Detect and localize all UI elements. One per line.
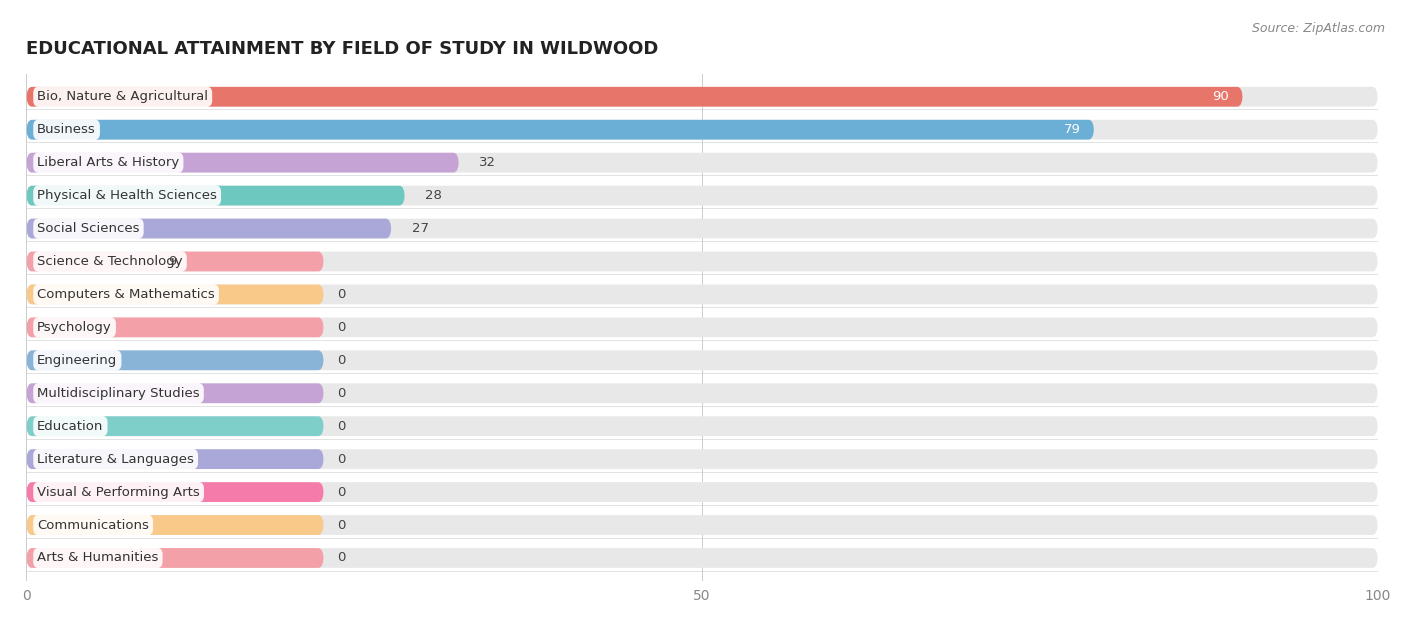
Text: 0: 0 [337,452,346,466]
Text: 0: 0 [337,288,346,301]
FancyBboxPatch shape [27,350,323,370]
FancyBboxPatch shape [27,384,1378,403]
Text: 0: 0 [337,321,346,334]
FancyBboxPatch shape [27,252,323,271]
Text: EDUCATIONAL ATTAINMENT BY FIELD OF STUDY IN WILDWOOD: EDUCATIONAL ATTAINMENT BY FIELD OF STUDY… [27,40,659,58]
Text: 0: 0 [337,486,346,498]
Text: Communications: Communications [37,519,149,531]
Text: Bio, Nature & Agricultural: Bio, Nature & Agricultural [37,90,208,103]
FancyBboxPatch shape [27,416,323,436]
Text: 32: 32 [479,156,496,169]
FancyBboxPatch shape [27,120,1378,139]
Text: Physical & Health Sciences: Physical & Health Sciences [37,189,217,202]
FancyBboxPatch shape [27,153,458,172]
Text: 0: 0 [337,387,346,400]
FancyBboxPatch shape [27,515,323,535]
Text: Business: Business [37,123,96,136]
Text: Visual & Performing Arts: Visual & Performing Arts [37,486,200,498]
FancyBboxPatch shape [27,482,1378,502]
FancyBboxPatch shape [27,285,1378,304]
Text: Education: Education [37,420,104,433]
FancyBboxPatch shape [27,219,1378,239]
FancyBboxPatch shape [27,384,323,403]
Text: 28: 28 [425,189,441,202]
Text: 0: 0 [337,519,346,531]
FancyBboxPatch shape [27,87,1243,107]
FancyBboxPatch shape [27,317,323,337]
Text: Computers & Mathematics: Computers & Mathematics [37,288,215,301]
FancyBboxPatch shape [27,350,1378,370]
Text: 90: 90 [1212,90,1229,103]
FancyBboxPatch shape [27,285,323,304]
Text: Source: ZipAtlas.com: Source: ZipAtlas.com [1251,22,1385,35]
FancyBboxPatch shape [27,449,323,469]
Text: 0: 0 [337,354,346,367]
Text: 0: 0 [337,420,346,433]
Text: Engineering: Engineering [37,354,118,367]
FancyBboxPatch shape [27,482,323,502]
Text: Literature & Languages: Literature & Languages [37,452,194,466]
Text: Psychology: Psychology [37,321,112,334]
FancyBboxPatch shape [27,515,1378,535]
FancyBboxPatch shape [27,186,1378,206]
Text: Multidisciplinary Studies: Multidisciplinary Studies [37,387,200,400]
FancyBboxPatch shape [27,120,1094,139]
FancyBboxPatch shape [27,252,1378,271]
Text: 0: 0 [337,551,346,565]
Text: 9: 9 [169,255,177,268]
FancyBboxPatch shape [27,219,391,239]
FancyBboxPatch shape [27,317,1378,337]
Text: 27: 27 [412,222,429,235]
Text: Liberal Arts & History: Liberal Arts & History [37,156,180,169]
FancyBboxPatch shape [27,186,405,206]
FancyBboxPatch shape [27,153,1378,172]
FancyBboxPatch shape [27,548,323,568]
Text: Arts & Humanities: Arts & Humanities [37,551,159,565]
Text: Social Sciences: Social Sciences [37,222,139,235]
FancyBboxPatch shape [27,548,1378,568]
Text: Science & Technology: Science & Technology [37,255,183,268]
FancyBboxPatch shape [27,449,1378,469]
FancyBboxPatch shape [27,87,1378,107]
Text: 79: 79 [1063,123,1080,136]
FancyBboxPatch shape [27,416,1378,436]
